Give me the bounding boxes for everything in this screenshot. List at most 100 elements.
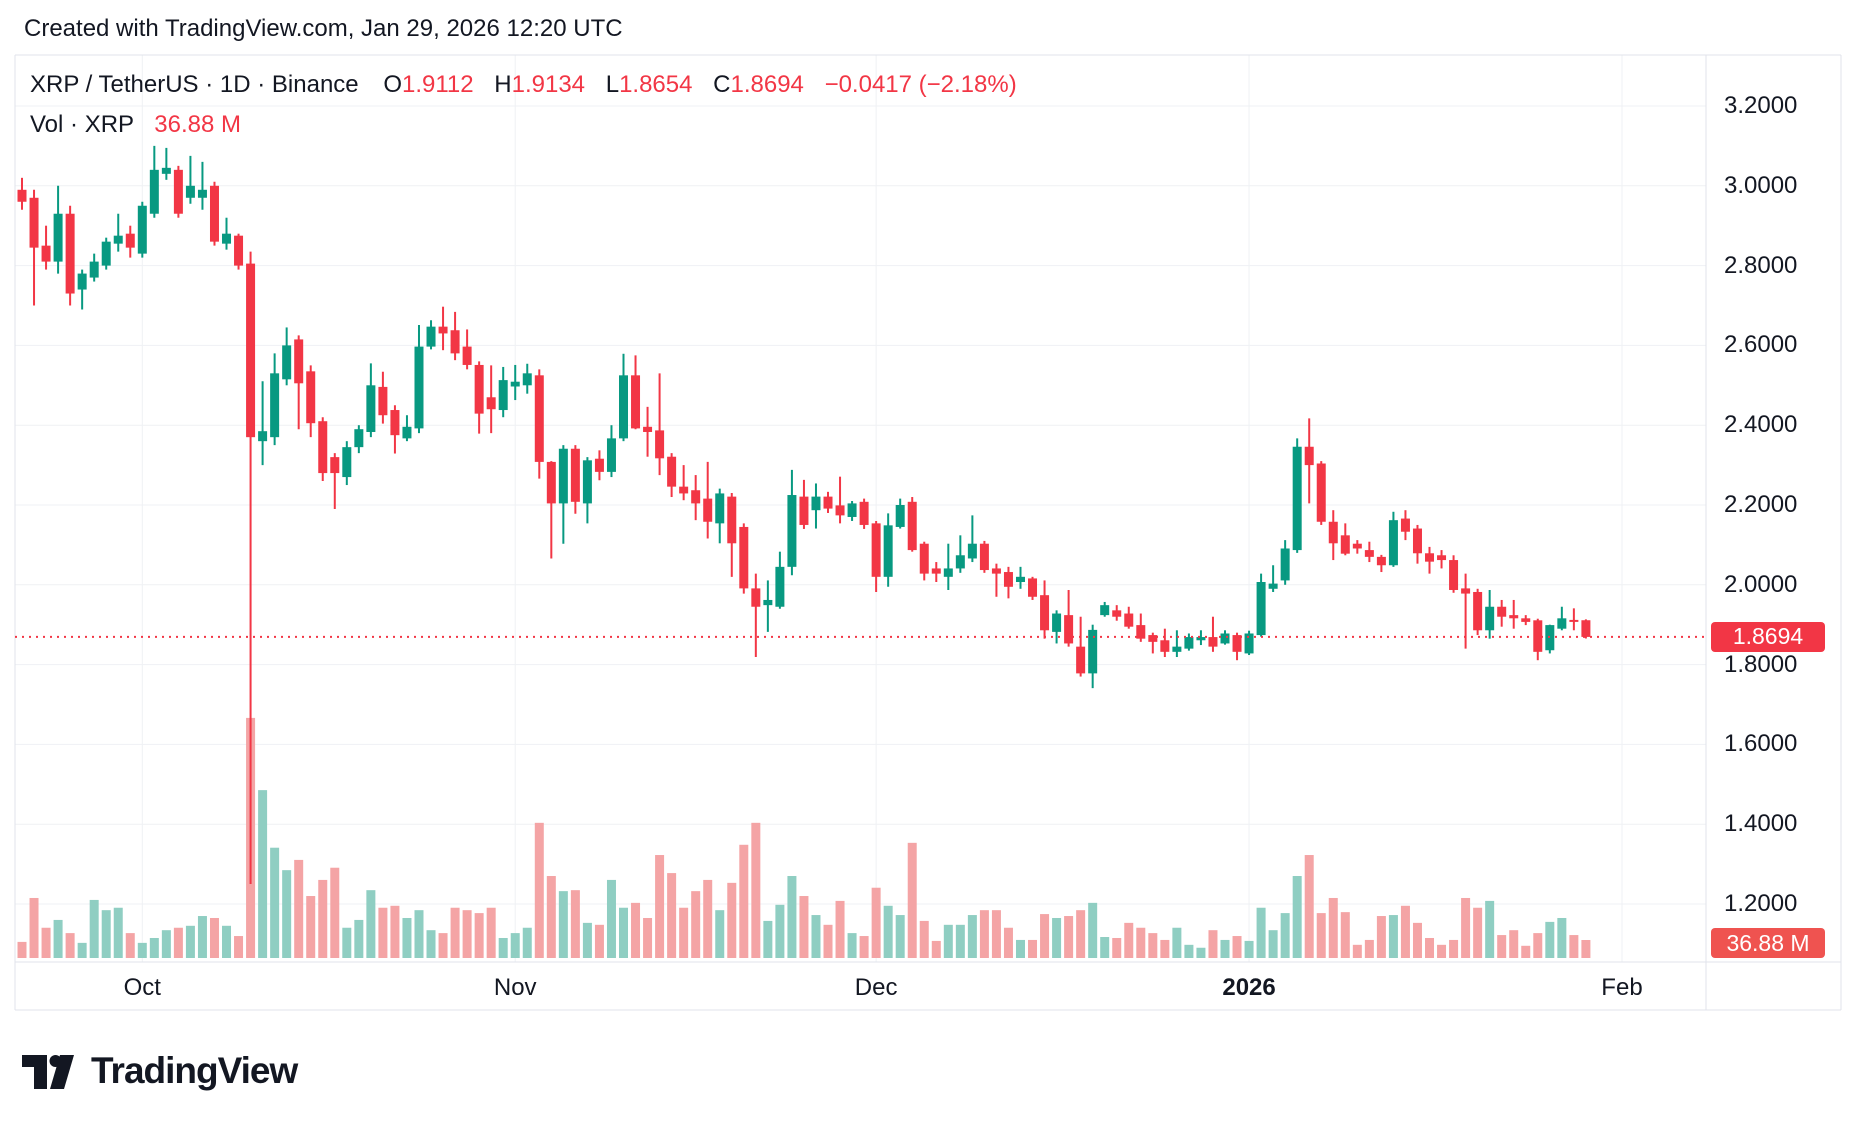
ohlc-high-label: H [494, 71, 512, 98]
volume-bar [1569, 935, 1579, 958]
candle-body [1388, 520, 1398, 566]
time-axis-label-feb: Feb [1601, 974, 1643, 1001]
ohlc-low-value: 1.8654 [619, 71, 693, 98]
volume-bar [17, 941, 27, 958]
volume-bar [1328, 897, 1338, 958]
candle-body [149, 169, 159, 214]
volume-bar [907, 842, 917, 958]
price-axis-label: 3.2000 [1724, 92, 1798, 119]
candle-body [715, 493, 725, 524]
volume-bar [1220, 939, 1230, 958]
volume-bar [1581, 940, 1591, 958]
volume-bar [787, 876, 797, 958]
candle-body [1304, 446, 1314, 466]
volume-bar [534, 822, 544, 958]
candle-body [1412, 528, 1422, 554]
volume-bar [1052, 917, 1062, 958]
volume-bar [113, 907, 123, 958]
candle-body [823, 496, 833, 509]
candle-body [1461, 588, 1471, 594]
volume-row-value: 36.88 M [154, 111, 241, 138]
volume-bar [89, 899, 99, 958]
candle-body [125, 233, 135, 248]
volume-bar [1461, 897, 1471, 958]
volume-bar [570, 890, 580, 958]
change-value: −0.0417 (−2.18%) [824, 71, 1017, 98]
volume-bar [65, 933, 75, 958]
candle-body [582, 460, 592, 504]
candle-body [799, 496, 809, 525]
volume-bar [1076, 910, 1086, 958]
last-price-badge: 1.8694 [1711, 621, 1825, 652]
volume-bar [149, 937, 159, 958]
chart-legend: XRP / TetherUS · 1D · Binance O1.9112 H1… [30, 71, 1017, 138]
tradingview-logo-icon [22, 1055, 74, 1089]
volume-bar [330, 867, 340, 958]
volume-bar [1425, 937, 1435, 958]
candle-body [619, 375, 628, 439]
volume-bar [751, 822, 761, 958]
candle-body [1376, 556, 1386, 566]
volume-bar [1376, 916, 1386, 958]
volume-bar [462, 910, 472, 958]
candle-body [1485, 606, 1495, 631]
volume-bar [679, 907, 689, 958]
time-axis-label-2026: 2026 [1222, 974, 1276, 1001]
candle-body [294, 339, 304, 384]
candle-body [1028, 578, 1038, 597]
candle-body [41, 245, 51, 262]
candle-body [991, 568, 1001, 574]
candle-body [438, 326, 448, 334]
volume-bar [258, 790, 268, 958]
volume-bar [1437, 944, 1447, 958]
candle-body [330, 457, 340, 474]
volume-bar [594, 924, 604, 958]
volume-bar [498, 937, 508, 958]
candle-body [1292, 446, 1302, 551]
candle-body [318, 421, 328, 474]
volume-bar [125, 933, 135, 958]
candle-body [1569, 619, 1579, 622]
candle-body [727, 496, 737, 544]
candle-body [342, 447, 352, 478]
candle-body [1124, 613, 1134, 627]
price-axis-label: 2.0000 [1724, 570, 1798, 598]
candle-body [847, 503, 857, 517]
volume-bar [438, 933, 448, 958]
volume-bar [1028, 939, 1038, 958]
volume-bar [546, 876, 556, 958]
volume-bar [378, 907, 388, 958]
volume-bar [799, 896, 809, 958]
volume-bar [306, 896, 316, 958]
candle-body [606, 438, 616, 472]
volume-bar [185, 925, 195, 958]
volume-bar [763, 920, 773, 958]
volume-bar [474, 913, 484, 958]
candle-body [378, 386, 388, 416]
volume-bar [1148, 933, 1158, 958]
candle-body [113, 235, 123, 244]
candle-body [835, 505, 845, 516]
volume-bar [318, 879, 328, 958]
volume-bar [1388, 915, 1398, 958]
candle-body [979, 543, 989, 571]
volume-bar [414, 910, 424, 958]
volume-bar [931, 940, 941, 958]
ohlc-low-label: L [605, 71, 620, 98]
volume-bar [883, 905, 893, 958]
candle-body [1316, 463, 1326, 522]
candle-body [655, 430, 665, 459]
volume-bar [282, 870, 292, 958]
tradingview-logo[interactable]: TradingView [22, 1050, 298, 1092]
volume-bar [1316, 913, 1326, 958]
volume-bar [859, 936, 869, 958]
candle-body [643, 426, 653, 432]
volume-bar [727, 882, 737, 958]
volume-bar [209, 917, 219, 958]
time-axis-label-dec: Dec [854, 974, 898, 1001]
candle-body [65, 213, 75, 294]
candle-body [354, 429, 364, 448]
price-axis-label: 2.6000 [1724, 331, 1798, 359]
candle-body [1268, 583, 1278, 589]
